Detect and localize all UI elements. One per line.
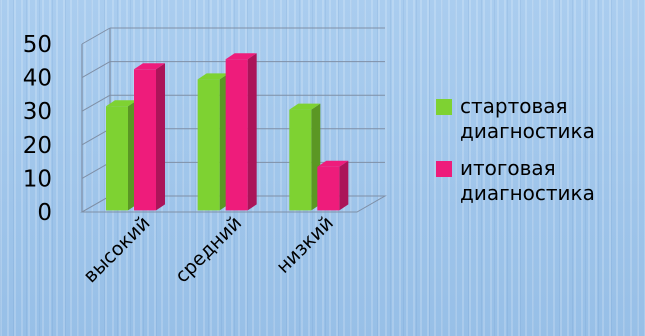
y-tick-label: 40 [23, 66, 52, 92]
floor-outline [80, 195, 387, 213]
bar [134, 63, 165, 211]
bar-top [225, 53, 257, 60]
bar-side [339, 160, 349, 211]
bar [317, 160, 349, 211]
y-tick-labels: 0 10 20 30 40 50 [23, 32, 52, 226]
bar-front [134, 69, 156, 211]
y-tick-label: 20 [23, 133, 52, 159]
legend-label-final: итоговая диагностика [460, 156, 595, 205]
chart-floor [80, 195, 387, 213]
bar-front [289, 109, 312, 211]
legend-item-start: стартовая диагностика [436, 94, 645, 144]
bar-side [156, 63, 165, 211]
bars-group [106, 53, 349, 211]
bar-top [134, 63, 165, 70]
gridline-side [81, 94, 111, 112]
legend-label-start: стартовая диагностика [460, 94, 595, 143]
gridline-side [81, 61, 111, 79]
bar-front [197, 79, 220, 211]
x-category-label: высокий [79, 212, 154, 287]
bar-top [106, 100, 137, 107]
gridline-side [81, 128, 111, 146]
bar-top [197, 73, 229, 80]
bar-front [225, 59, 248, 211]
y-axis [81, 28, 111, 212]
bar [106, 100, 137, 211]
bar-top [317, 160, 349, 167]
y-tick-label: 0 [37, 200, 52, 226]
bar-front [106, 106, 128, 211]
x-category-labels: высокий средний низкий [79, 212, 338, 287]
y-tick-label: 10 [23, 166, 52, 192]
legend: стартовая диагностика итоговая диагности… [436, 94, 645, 218]
bar-side [247, 53, 257, 211]
bar-top [289, 103, 321, 110]
bar [225, 53, 257, 211]
gridline-side [81, 161, 111, 179]
gridline-side [81, 27, 111, 45]
legend-item-final: итоговая диагностика [436, 156, 645, 206]
bar-front [317, 166, 340, 211]
x-category-label: средний [171, 212, 246, 287]
bar [197, 73, 229, 211]
legend-swatch-start [436, 99, 452, 115]
x-category-label: низкий [272, 212, 338, 278]
y-tick-label: 50 [23, 32, 52, 58]
legend-swatch-final [436, 161, 452, 177]
bar [289, 103, 321, 211]
y-tick-label: 30 [23, 99, 52, 125]
